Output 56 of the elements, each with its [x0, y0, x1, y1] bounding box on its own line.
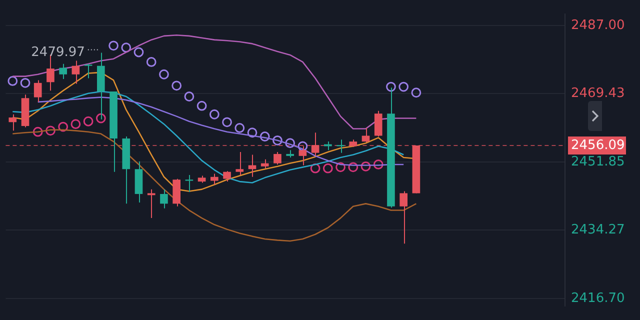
point — [373, 160, 384, 170]
point — [285, 138, 296, 148]
point — [108, 40, 118, 51]
point — [96, 113, 106, 124]
candlestick — [274, 152, 282, 165]
y-tick-label: 2416.70 — [571, 290, 625, 306]
point — [247, 128, 258, 138]
annotation: 2479.97 — [31, 45, 85, 60]
candlestick — [72, 60, 80, 84]
point — [209, 109, 220, 120]
point — [159, 69, 169, 80]
point — [222, 117, 232, 128]
point — [196, 100, 207, 111]
point — [272, 135, 282, 146]
candlestick — [210, 173, 218, 186]
point — [83, 116, 94, 126]
candlestick — [236, 152, 244, 176]
y-tick-label: 2469.43 — [571, 86, 625, 102]
point — [70, 119, 81, 130]
candlestick — [160, 188, 168, 209]
y-tick-label: 2451.85 — [571, 154, 625, 170]
point — [32, 126, 43, 137]
candlestick — [185, 174, 194, 193]
point — [8, 76, 18, 86]
point — [234, 123, 245, 133]
point — [46, 126, 56, 136]
point — [146, 57, 156, 67]
candlestick — [362, 127, 370, 143]
candlestick — [59, 63, 67, 80]
point — [322, 163, 333, 174]
point — [172, 80, 182, 91]
point — [58, 122, 68, 132]
point — [386, 82, 396, 92]
candlestick — [147, 188, 156, 219]
candlestick — [400, 190, 408, 244]
ref-line-label: 2456.09 — [571, 138, 625, 153]
point — [310, 163, 320, 174]
point — [20, 78, 30, 88]
y-tick-label: 2434.27 — [571, 222, 625, 238]
point — [411, 88, 422, 98]
candlestick — [34, 80, 42, 102]
point — [298, 141, 308, 152]
point — [184, 92, 194, 102]
candlestick — [84, 63, 92, 79]
point — [398, 82, 409, 92]
point — [360, 161, 371, 172]
point — [134, 47, 144, 58]
candlestick — [8, 114, 17, 132]
point — [121, 42, 132, 53]
candlestick — [374, 110, 382, 138]
candlestick — [248, 154, 256, 178]
y-tick-label: 2487.00 — [571, 18, 625, 33]
point — [348, 162, 358, 172]
point — [260, 132, 270, 142]
point — [336, 162, 346, 172]
candlestick — [223, 170, 231, 182]
